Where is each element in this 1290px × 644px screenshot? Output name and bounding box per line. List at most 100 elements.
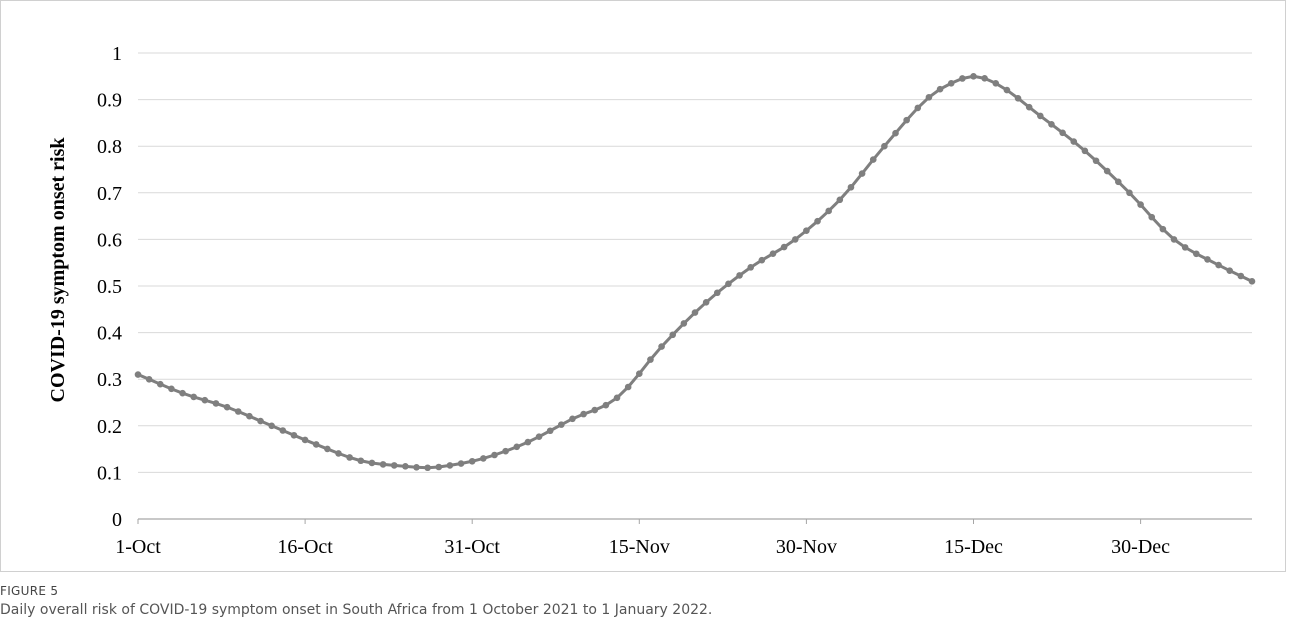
- data-point: [491, 451, 498, 459]
- data-point: [691, 309, 699, 316]
- data-point: [613, 394, 621, 402]
- data-point: [981, 75, 988, 82]
- data-point: [658, 343, 665, 350]
- data-point: [914, 104, 922, 112]
- data-point: [602, 401, 610, 409]
- data-point: [546, 427, 554, 435]
- data-point: [669, 331, 677, 339]
- data-point: [947, 79, 955, 87]
- data-point: [301, 436, 309, 444]
- data-point: [869, 156, 877, 163]
- data-point: [1137, 201, 1144, 208]
- data-point: [179, 389, 186, 397]
- data-point: [569, 415, 576, 423]
- y-axis-ticks: 0 0.1 0.2 0.3 0.4 0.5 0.6 0.7 0.8 0.9 1: [97, 43, 122, 531]
- data-point: [446, 462, 454, 469]
- data-point: [1092, 157, 1100, 165]
- data-point: [1181, 244, 1189, 251]
- x-tick-label: 31-Oct: [444, 536, 500, 558]
- data-point: [535, 433, 543, 441]
- y-tick-label: 0.2: [97, 416, 122, 438]
- data-point: [502, 447, 509, 455]
- data-point: [312, 441, 320, 448]
- y-tick-label: 0.1: [97, 462, 122, 484]
- x-tick-label: 16-Oct: [277, 536, 333, 558]
- data-point: [892, 129, 899, 137]
- data-point: [903, 116, 910, 124]
- data-point: [858, 170, 866, 177]
- y-tick-label: 0: [112, 509, 122, 531]
- data-point: [1126, 189, 1133, 197]
- data-point: [769, 250, 777, 257]
- data-point: [257, 417, 264, 425]
- data-point: [803, 227, 810, 234]
- data-point: [825, 207, 832, 215]
- data-point: [390, 462, 398, 469]
- data-point: [190, 393, 197, 401]
- data-point: [480, 455, 487, 462]
- data-point: [346, 454, 353, 461]
- data-point: [134, 371, 142, 378]
- data-point: [156, 380, 164, 388]
- data-point: [680, 320, 688, 327]
- data-point: [847, 183, 855, 191]
- data-point: [246, 412, 253, 420]
- y-axis-label: COVID-19 symptom onset risk: [47, 137, 69, 403]
- y-tick-label: 1: [112, 43, 122, 65]
- data-point: [1204, 256, 1211, 263]
- data-point: [959, 75, 966, 82]
- data-point: [424, 464, 431, 472]
- grid-lines: [138, 52, 1252, 473]
- x-axis-ticks: 1-Oct 16-Oct 31-Oct 15-Nov 30-Nov 15-Dec 30-De…: [115, 519, 1170, 558]
- data-point: [402, 463, 409, 470]
- y-tick-label: 0.7: [97, 183, 122, 205]
- data-point: [881, 142, 888, 150]
- data-point: [1059, 129, 1066, 137]
- data-point: [1148, 213, 1156, 221]
- data-point: [1048, 121, 1055, 128]
- data-point: [1115, 178, 1122, 186]
- x-tick-label: 15-Dec: [944, 536, 1003, 558]
- data-point: [780, 243, 788, 251]
- data-point: [324, 445, 331, 453]
- series-points: [134, 73, 1256, 472]
- data-point: [413, 464, 420, 471]
- data-point: [758, 256, 766, 264]
- data-point: [1014, 94, 1022, 102]
- chart: 0 0.1 0.2 0.3 0.4 0.5 0.6 0.7 0.8 0.9 1 1-Oct 16-Oc…: [47, 43, 1256, 558]
- data-point: [145, 376, 153, 383]
- series-line: [137, 74, 1253, 470]
- data-point: [268, 422, 275, 430]
- data-point: [791, 236, 799, 243]
- data-point: [1081, 147, 1089, 155]
- data-point: [524, 438, 532, 446]
- data-point: [1248, 278, 1256, 285]
- y-tick-label: 0.4: [97, 323, 122, 345]
- data-point: [1103, 167, 1111, 175]
- data-point: [747, 264, 754, 271]
- data-point: [1215, 261, 1222, 269]
- data-point: [513, 443, 521, 451]
- figure-label: FIGURE 5: [0, 584, 59, 598]
- data-point: [457, 460, 465, 467]
- data-point: [1170, 236, 1178, 243]
- data-point: [290, 431, 298, 439]
- data-point: [1003, 86, 1011, 94]
- data-point: [357, 457, 365, 465]
- data-point: [713, 289, 721, 297]
- data-point: [1159, 225, 1167, 233]
- data-point: [223, 403, 231, 411]
- data-point: [1237, 272, 1245, 280]
- data-point: [1193, 250, 1200, 258]
- x-tick-label: 30-Dec: [1111, 536, 1170, 558]
- data-point: [379, 461, 387, 468]
- data-point: [725, 280, 732, 288]
- data-point: [702, 299, 710, 306]
- data-point: [335, 450, 342, 457]
- data-point: [647, 356, 654, 363]
- data-point: [970, 73, 977, 80]
- data-point: [201, 396, 209, 404]
- data-point: [1070, 138, 1078, 145]
- data-point: [624, 383, 632, 391]
- data-point: [992, 79, 1000, 87]
